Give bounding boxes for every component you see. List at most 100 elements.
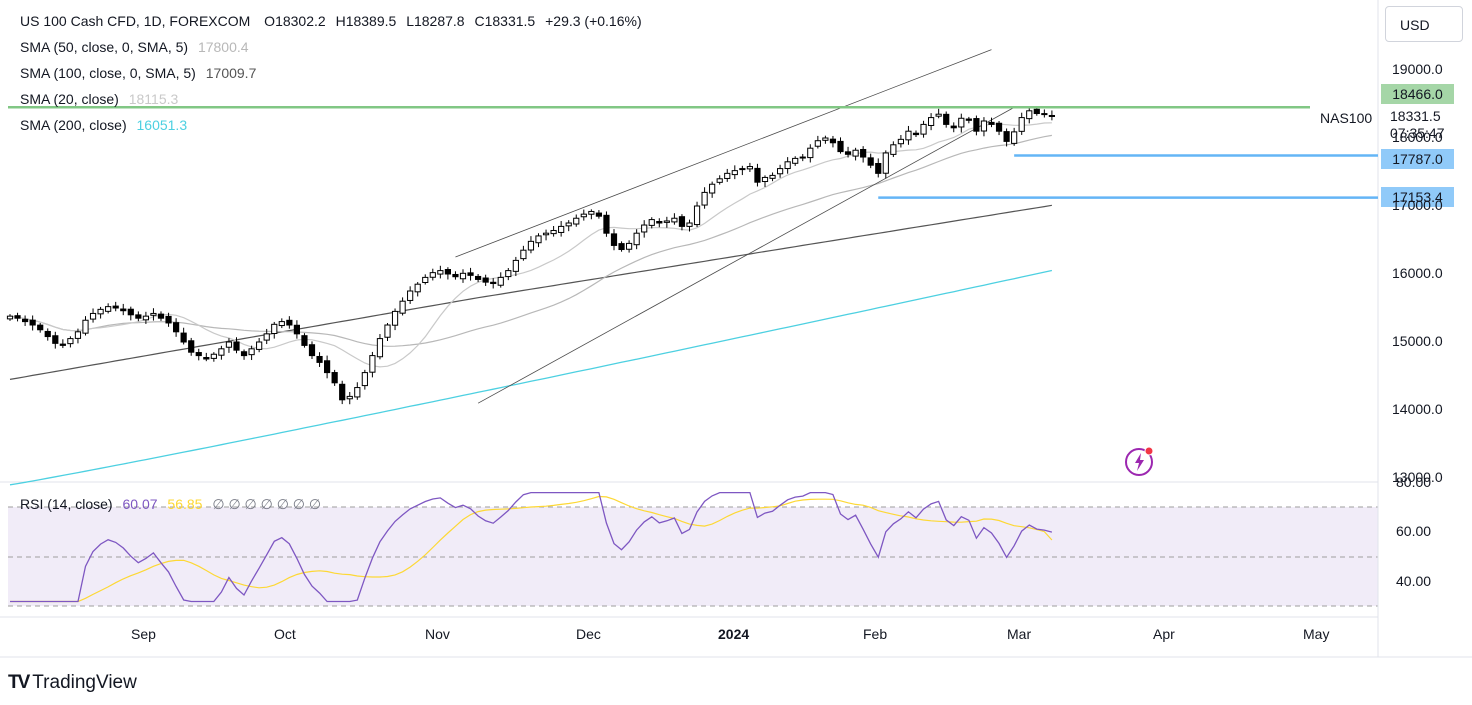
candle[interactable] <box>384 322 391 341</box>
candle[interactable] <box>74 328 82 344</box>
candle[interactable] <box>701 187 708 209</box>
sma50-legend[interactable]: SMA (50, close, 0, SMA, 5) 17800.4 <box>20 38 249 56</box>
candle[interactable] <box>482 274 489 286</box>
candle[interactable] <box>391 308 399 331</box>
candle[interactable] <box>958 113 965 133</box>
candle[interactable] <box>935 108 942 119</box>
candle[interactable] <box>603 211 610 237</box>
candle[interactable] <box>550 225 557 237</box>
candle[interactable] <box>814 135 821 149</box>
candle[interactable] <box>188 337 195 356</box>
candle[interactable] <box>361 369 368 390</box>
candle[interactable] <box>37 322 44 333</box>
candle[interactable] <box>165 312 172 327</box>
rsi-line[interactable] <box>10 491 1053 603</box>
candle[interactable] <box>157 311 165 321</box>
candle[interactable] <box>14 312 21 322</box>
level-tag-17787[interactable]: 17787.0 <box>1381 149 1454 169</box>
candle[interactable] <box>354 382 361 400</box>
candle[interactable] <box>618 241 625 252</box>
candle[interactable] <box>301 333 308 348</box>
candle[interactable] <box>542 229 550 241</box>
candle[interactable] <box>912 130 920 137</box>
candle[interactable] <box>731 165 738 180</box>
candle[interactable] <box>339 380 346 405</box>
rsi-legend[interactable]: RSI (14, close) 60.07 56.85 ∅ ∅ ∅ ∅ ∅ ∅ … <box>20 495 321 513</box>
candle[interactable] <box>120 303 127 316</box>
sma200-legend[interactable]: SMA (200, close) 16051.3 <box>20 116 187 134</box>
candle[interactable] <box>739 165 746 176</box>
candle[interactable] <box>1018 112 1025 135</box>
sma100-legend[interactable]: SMA (100, close, 0, SMA, 5) 17009.7 <box>20 64 256 82</box>
candle[interactable] <box>225 338 233 353</box>
candle[interactable] <box>475 274 482 283</box>
candle[interactable] <box>293 320 300 339</box>
candle[interactable] <box>142 311 150 324</box>
candle[interactable] <box>286 316 293 329</box>
candle[interactable] <box>520 245 527 261</box>
candle[interactable] <box>943 111 950 128</box>
candle[interactable] <box>565 220 572 232</box>
candle[interactable] <box>324 355 331 379</box>
candle[interactable] <box>203 352 210 362</box>
candle[interactable] <box>316 352 323 367</box>
candle[interactable] <box>195 348 202 361</box>
candle[interactable] <box>422 274 429 285</box>
candle[interactable] <box>633 229 640 250</box>
candle[interactable] <box>89 308 97 323</box>
candle[interactable] <box>429 268 436 281</box>
candle[interactable] <box>233 337 240 354</box>
candle[interactable] <box>965 116 972 124</box>
candle[interactable] <box>308 341 316 359</box>
candle[interactable] <box>897 135 904 148</box>
candle[interactable] <box>414 282 421 297</box>
candle[interactable] <box>928 113 935 131</box>
candle[interactable] <box>444 267 451 280</box>
candle[interactable] <box>920 120 927 138</box>
candle[interactable] <box>127 306 134 321</box>
candle[interactable] <box>346 391 353 405</box>
currency-button[interactable]: USD <box>1385 6 1463 42</box>
candle[interactable] <box>263 328 270 345</box>
candle[interactable] <box>724 168 731 182</box>
candle[interactable] <box>1026 108 1033 124</box>
candle[interactable] <box>595 210 602 219</box>
candle[interactable] <box>837 137 844 154</box>
candle[interactable] <box>497 272 504 288</box>
candle[interactable] <box>988 117 995 128</box>
candle[interactable] <box>573 214 580 227</box>
channel-lower-line[interactable] <box>477 107 1015 404</box>
candle[interactable] <box>490 278 497 289</box>
channel-upper-line[interactable] <box>455 49 992 258</box>
candle[interactable] <box>709 181 716 198</box>
candle[interactable] <box>648 217 655 229</box>
candle[interactable] <box>890 141 897 158</box>
candle[interactable] <box>995 121 1003 136</box>
candle[interactable] <box>641 220 648 238</box>
candle[interactable] <box>459 269 467 283</box>
candle[interactable] <box>527 236 535 254</box>
candle[interactable] <box>1011 127 1018 146</box>
candle[interactable] <box>905 125 912 145</box>
candle[interactable] <box>535 233 542 248</box>
candle[interactable] <box>59 339 66 349</box>
sma100-line[interactable] <box>9 204 1053 380</box>
candle[interactable] <box>6 314 14 321</box>
candle[interactable] <box>852 147 859 161</box>
candle[interactable] <box>44 328 51 341</box>
candle[interactable] <box>173 318 180 337</box>
candle[interactable] <box>29 315 36 331</box>
candle[interactable] <box>686 219 693 232</box>
rsi-ma-line[interactable] <box>10 495 1053 603</box>
candle[interactable] <box>822 135 829 144</box>
candle[interactable] <box>452 271 459 280</box>
candle[interactable] <box>678 214 686 231</box>
candle[interactable] <box>671 213 678 225</box>
candle[interactable] <box>784 157 791 174</box>
candle[interactable] <box>240 349 248 360</box>
level-tag-18466[interactable]: 18466.0 <box>1381 84 1454 104</box>
candle[interactable] <box>882 150 889 179</box>
candle[interactable] <box>331 369 338 386</box>
